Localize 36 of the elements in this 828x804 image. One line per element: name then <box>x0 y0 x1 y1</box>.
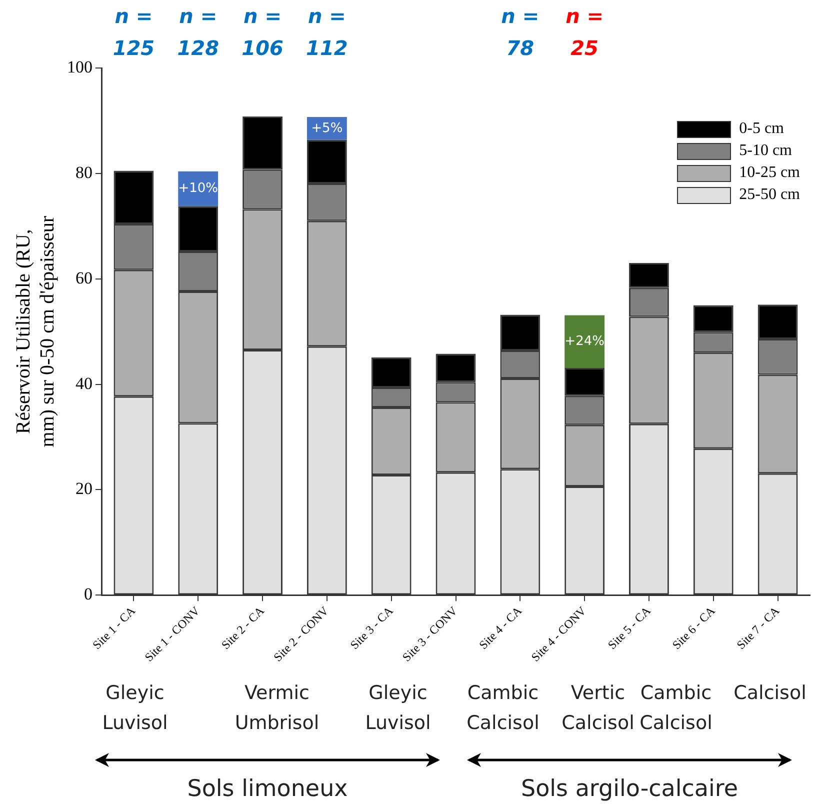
text: n = 25 <box>566 4 604 60</box>
x-tick-label: Site 7 - CA <box>734 603 782 652</box>
y-axis-title: Réservoir Utilisable (RU, mm) sur 0-50 cm d'épaisseur <box>12 216 58 448</box>
annotation: +10% <box>178 181 218 196</box>
y-tick-label: 0 <box>84 584 92 604</box>
text: n = 125 <box>112 4 155 60</box>
y-tick-label: 60 <box>76 268 92 288</box>
legend-label: 5-10 cm <box>739 142 792 160</box>
legend-label: 0-5 cm <box>739 120 784 138</box>
text: Sols limoneux <box>186 776 349 802</box>
text: Sols argilo-calcaire <box>520 776 740 802</box>
annotation: +24% <box>564 334 604 349</box>
text: Vertic Calcisol <box>562 682 634 734</box>
text: n = 106 <box>242 4 284 60</box>
text: Calcisol <box>734 682 806 704</box>
text: n = 112 <box>306 4 348 60</box>
text: n = 128 <box>177 4 220 60</box>
text: n = 78 <box>501 4 540 60</box>
x-tick-label: Site 4 - CA <box>476 603 525 652</box>
legend-label: 25-50 cm <box>739 186 800 204</box>
x-tick-label: Site 3 - CA <box>347 603 396 652</box>
y-tick-label: 100 <box>67 57 92 76</box>
legend-label: 10-25 cm <box>739 164 800 182</box>
x-tick-label: Site 5 - CA <box>605 603 654 652</box>
text: Vermic Umbrisol <box>234 681 320 736</box>
y-tick-label: 80 <box>76 162 92 182</box>
x-tick-label: Site 2 - CA <box>218 603 268 652</box>
annotation: +5% <box>311 120 343 136</box>
text: Gleyic Luvisol <box>101 681 169 736</box>
text: Cambic Calcisol <box>640 682 712 734</box>
text: Gleyic Luvisol <box>364 681 432 736</box>
y-tick-label: 40 <box>76 374 92 393</box>
x-tick-label: Site 6 - CA <box>669 603 718 652</box>
y-tick-label: 20 <box>76 479 92 498</box>
text: Cambic Calcisol <box>466 682 540 734</box>
x-tick-label: Site 1 - CA <box>90 603 138 652</box>
